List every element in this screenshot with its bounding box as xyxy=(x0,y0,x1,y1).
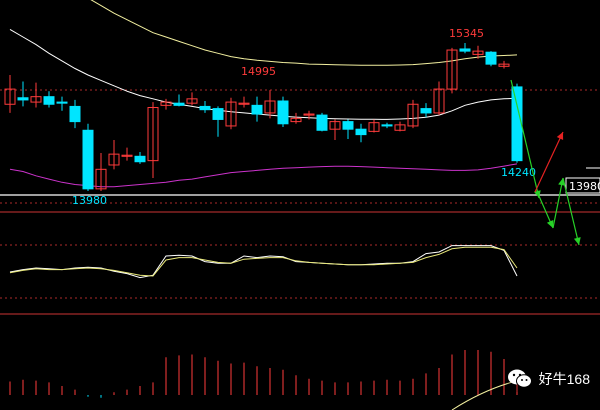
forecast-arrow-up-2 xyxy=(552,177,564,229)
candle-body xyxy=(381,124,393,127)
upper-band-line xyxy=(90,0,518,66)
oscillator-panel xyxy=(9,245,518,279)
candle-body xyxy=(303,113,315,116)
grid-lines xyxy=(0,89,600,315)
candle-body xyxy=(459,48,471,52)
forecast-arrow-down-2-head xyxy=(546,220,554,228)
candle-body xyxy=(95,168,107,190)
price-annotation: 14995 xyxy=(241,65,276,78)
candle-body xyxy=(56,101,68,104)
candle-body xyxy=(108,153,120,166)
candle-body xyxy=(160,101,172,106)
forecast-arrow-down-3 xyxy=(562,177,580,246)
candle-body xyxy=(251,104,263,115)
candle-body xyxy=(225,101,237,127)
candle-body xyxy=(82,129,94,190)
forecast-arrow-down-3-head xyxy=(573,237,581,245)
bollinger-bands xyxy=(9,0,518,188)
watermark: 好牛168 xyxy=(506,366,590,392)
candle-body xyxy=(485,51,497,65)
candle-body xyxy=(342,121,354,130)
candle-body xyxy=(212,108,224,120)
candle-body xyxy=(498,63,510,67)
candle-body xyxy=(43,96,55,105)
candle-body xyxy=(173,102,185,106)
candle-body xyxy=(69,105,81,123)
candle-body xyxy=(186,98,198,104)
forecast-arrow-up xyxy=(534,131,564,193)
right-price-tag xyxy=(565,177,600,194)
candle-body xyxy=(368,122,380,132)
candle-body xyxy=(433,88,445,114)
forecast-arrows xyxy=(510,79,581,246)
candlestick-series xyxy=(4,43,523,191)
oscillator-line-1 xyxy=(9,246,518,277)
candle-body xyxy=(472,50,484,55)
forecast-arrow-up-head xyxy=(556,132,564,140)
candle-body xyxy=(238,102,250,105)
candle-body xyxy=(4,88,16,105)
price-annotation: 13980 xyxy=(72,194,107,207)
mid-band-line xyxy=(9,28,518,120)
candle-body xyxy=(290,117,302,123)
candle-body xyxy=(446,49,458,90)
price-annotation: 14240 xyxy=(501,166,536,179)
candle-body xyxy=(30,96,42,103)
price-annotations: 15345 14995 13980 14240 13980 xyxy=(72,27,600,207)
candle-body xyxy=(407,103,419,127)
candle-body xyxy=(147,107,159,162)
candle-body xyxy=(277,100,289,125)
candle-body xyxy=(329,121,341,130)
price-annotation: 15345 xyxy=(449,27,484,40)
candle-body xyxy=(420,108,432,114)
right-price-label: 13980 xyxy=(569,180,600,193)
candle-body xyxy=(394,124,406,131)
candle-body xyxy=(316,114,328,131)
candle-body xyxy=(17,97,29,101)
histogram-panel xyxy=(9,350,531,410)
candle-body xyxy=(121,154,133,157)
forecast-arrow-down-1 xyxy=(510,79,540,199)
candle-body xyxy=(511,86,523,162)
candle-body xyxy=(264,100,276,114)
candle-body xyxy=(134,155,146,163)
candle-body xyxy=(355,128,367,136)
candle-body xyxy=(199,105,211,111)
lower-band-line xyxy=(9,163,518,188)
wechat-icon xyxy=(507,369,532,388)
watermark-text: 好牛168 xyxy=(538,371,590,387)
oscillator-line-0 xyxy=(9,245,518,279)
